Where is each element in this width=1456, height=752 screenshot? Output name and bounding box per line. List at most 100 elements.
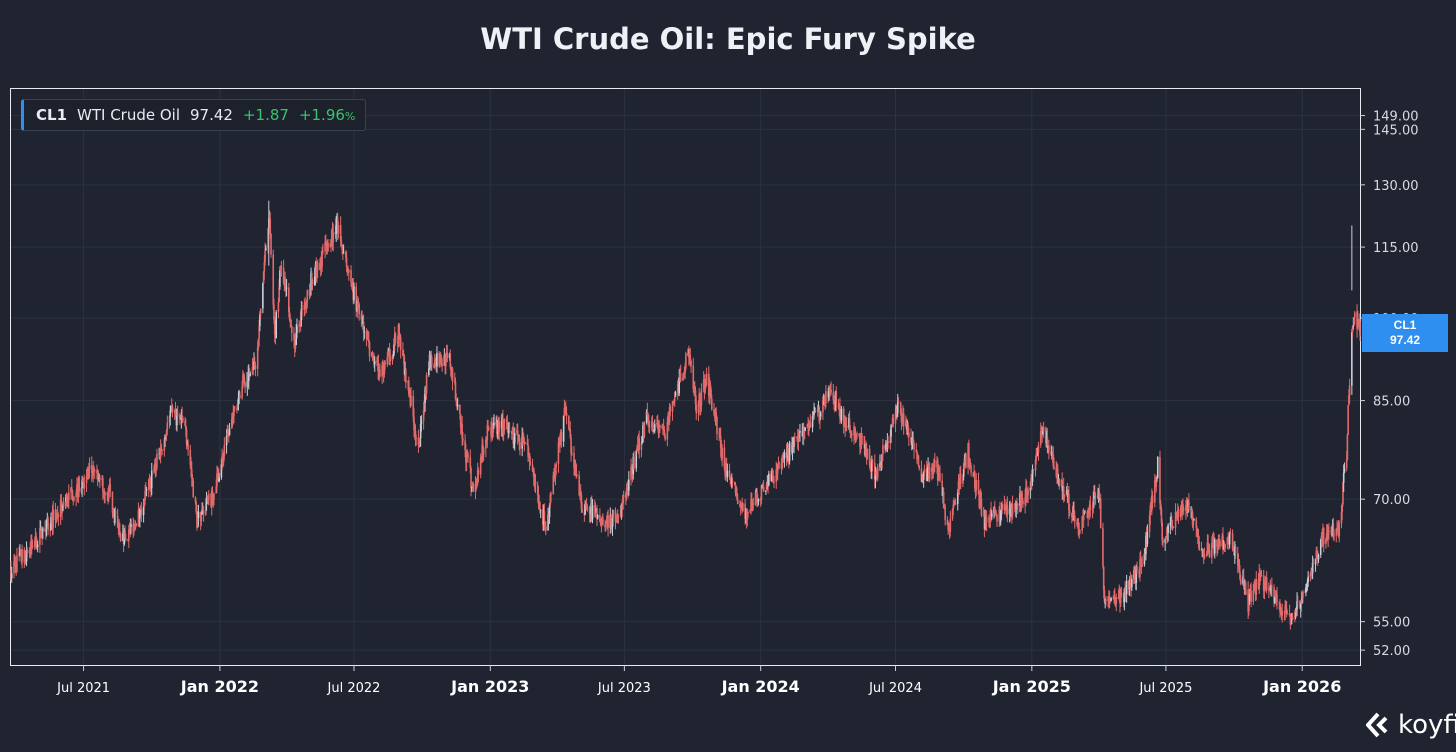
candle-body: [1034, 459, 1037, 471]
candle-body: [282, 268, 285, 283]
candle-body: [1124, 589, 1126, 592]
candle-body: [700, 389, 703, 406]
candle-body: [833, 399, 835, 403]
candle-body: [889, 436, 892, 443]
candle-body: [645, 411, 648, 423]
candle-body: [939, 473, 941, 481]
candle-body: [392, 354, 395, 356]
candle-body: [1091, 508, 1094, 510]
candle-body: [705, 373, 708, 386]
candle-body: [187, 443, 189, 450]
candle-body: [673, 396, 676, 402]
candle-body: [398, 324, 400, 340]
candle-body: [322, 251, 324, 253]
candle-body: [1039, 431, 1042, 445]
candle-body: [83, 483, 86, 489]
candle-body: [873, 462, 876, 480]
candle-body: [1045, 427, 1047, 444]
candle-body: [1283, 611, 1286, 613]
candle-body: [467, 454, 469, 458]
candle-body: [109, 483, 112, 492]
candle-body: [605, 523, 607, 528]
candle-body: [527, 444, 529, 457]
candle-body: [1195, 519, 1198, 529]
candle-body: [1216, 547, 1219, 549]
candle-body: [342, 250, 344, 253]
candle-body: [373, 360, 376, 365]
koyfin-chevron-icon: [1366, 712, 1388, 738]
candle-body: [33, 540, 36, 547]
candle-body: [539, 502, 541, 511]
candle-body: [536, 484, 539, 495]
candle-body: [368, 342, 371, 357]
candle-body: [1211, 542, 1213, 558]
candle-body: [662, 425, 665, 430]
candle-body: [313, 276, 316, 285]
candle-body: [1082, 512, 1085, 520]
candle-body: [262, 283, 264, 309]
candle-body: [16, 555, 18, 572]
candle-body: [80, 487, 83, 492]
candle-body: [114, 510, 117, 517]
candle-body: [828, 390, 830, 398]
candle-body: [512, 427, 515, 444]
candle-body: [1207, 542, 1209, 552]
candle-body: [586, 506, 589, 509]
candle-body: [194, 497, 197, 503]
candle-body: [142, 506, 145, 516]
candle-body: [165, 430, 168, 436]
candle-body: [316, 269, 318, 278]
candle-body: [233, 406, 235, 417]
candle-body: [549, 494, 552, 506]
series-legend[interactable]: CL1 WTI Crude Oil 97.42 +1.87 +1.96%: [21, 99, 367, 131]
candle-body: [1299, 604, 1302, 609]
candle-body: [1302, 591, 1304, 598]
candle-body: [71, 490, 74, 500]
candle-body: [1322, 527, 1325, 544]
candle-body: [1227, 537, 1229, 539]
candle-body: [1061, 480, 1063, 492]
candle-body: [1265, 577, 1268, 591]
candle-body: [1202, 548, 1204, 551]
candle-body: [647, 415, 649, 421]
candle-body: [1332, 523, 1335, 537]
candle-body: [773, 481, 775, 483]
candle-body: [493, 422, 495, 426]
candle-body: [170, 406, 172, 411]
candle-body: [721, 447, 723, 459]
candle-body: [1305, 587, 1307, 593]
candle-body: [371, 352, 374, 356]
candle-body: [45, 519, 48, 529]
candle-body: [19, 552, 22, 554]
candle-body: [130, 524, 132, 528]
candle-body: [402, 350, 404, 356]
candle-body: [661, 425, 663, 428]
candle-body: [782, 458, 785, 461]
candle-body: [911, 441, 913, 443]
candle-body: [709, 383, 712, 390]
candle-body: [1224, 544, 1226, 548]
candle-body: [174, 410, 177, 415]
candle-body: [926, 470, 929, 481]
candle-body: [765, 484, 768, 491]
candle-body: [1035, 453, 1038, 460]
candle-body: [625, 488, 628, 493]
candle-body: [129, 527, 132, 531]
candle-body: [568, 428, 571, 430]
candle-body: [200, 514, 203, 522]
x-tick-label: Jul 2024: [868, 681, 922, 696]
candle-body: [616, 514, 618, 522]
current-price-tag: CL1 97.42: [1362, 314, 1448, 352]
candle-body: [1131, 578, 1133, 587]
candle-body: [1245, 589, 1247, 595]
candle-body: [560, 431, 563, 442]
candle-body: [306, 290, 309, 303]
candle-body: [678, 377, 681, 394]
candle-body: [1042, 427, 1045, 432]
candle-body: [325, 242, 327, 245]
candle-body: [1169, 522, 1172, 526]
candle-body: [1290, 619, 1292, 625]
candle-body: [13, 561, 15, 574]
candle-body: [56, 512, 59, 516]
